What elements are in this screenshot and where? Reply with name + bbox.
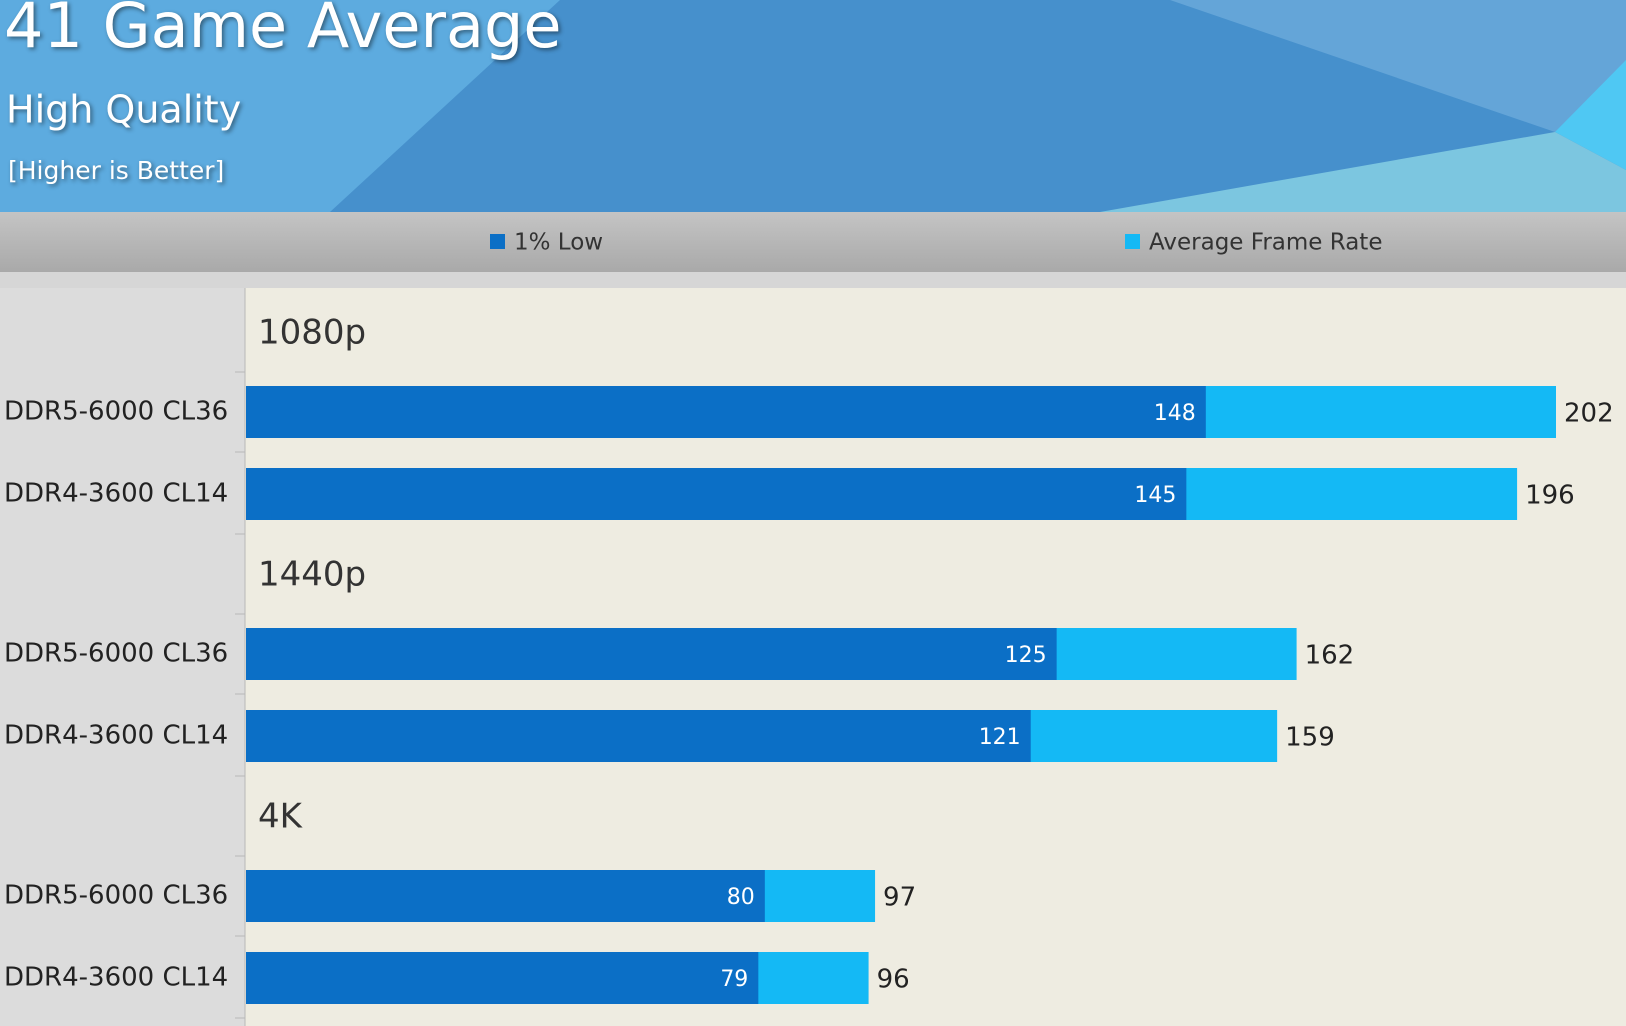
value-label: 196 <box>1525 481 1575 511</box>
legend-label: Average Frame Rate <box>1149 230 1382 256</box>
spacer <box>0 272 1626 288</box>
value-label: 145 <box>1134 483 1176 508</box>
value-label: 159 <box>1285 723 1335 753</box>
chart-note: [Higher is Better] <box>8 156 224 185</box>
value-label: 79 <box>720 967 748 992</box>
bar <box>246 870 765 922</box>
value-label: 96 <box>877 965 910 995</box>
bar <box>246 628 1057 680</box>
group-label: 1080p <box>258 313 366 353</box>
y-tick-label: DDR4-3600 CL14 <box>4 721 228 751</box>
value-label: 202 <box>1564 399 1614 429</box>
legend-label: 1% Low <box>514 230 603 256</box>
group-label: 1440p <box>258 555 366 595</box>
bar <box>246 386 1206 438</box>
bar <box>246 710 1031 762</box>
legend-swatch <box>1125 234 1140 249</box>
bar <box>246 468 1187 520</box>
chart-title: 41 Game Average <box>4 0 562 62</box>
group-label: 4K <box>258 797 304 837</box>
legend-swatch <box>490 234 505 249</box>
value-label: 148 <box>1154 401 1196 426</box>
value-label: 125 <box>1005 643 1047 668</box>
value-label: 97 <box>883 883 916 913</box>
y-tick-label: DDR4-3600 CL14 <box>4 963 228 993</box>
y-tick-label: DDR5-6000 CL36 <box>4 639 228 669</box>
y-tick-label: DDR4-3600 CL14 <box>4 479 228 509</box>
header-background <box>0 0 1626 212</box>
label-column <box>0 288 245 1026</box>
value-label: 121 <box>979 725 1021 750</box>
y-tick-label: DDR5-6000 CL36 <box>4 881 228 911</box>
value-label: 162 <box>1305 641 1355 671</box>
chart-subtitle: High Quality <box>6 88 241 132</box>
bar <box>246 952 759 1004</box>
legend-band <box>0 212 1626 272</box>
y-tick-label: DDR5-6000 CL36 <box>4 397 228 427</box>
value-label: 80 <box>727 885 755 910</box>
